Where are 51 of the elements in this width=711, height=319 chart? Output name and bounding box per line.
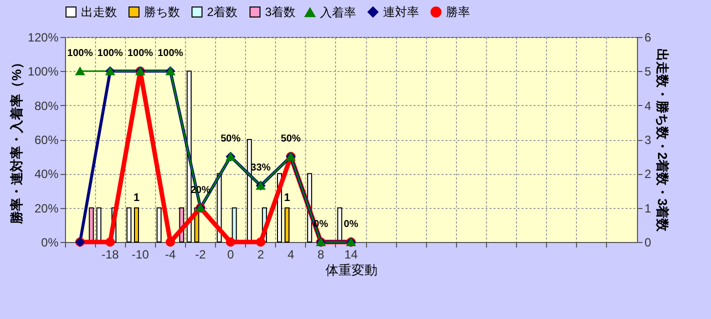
legend-label: 勝ち数 [144,5,180,19]
legend-label: 入着率 [320,5,356,20]
legend-label: 3着数 [265,5,296,19]
x-axis-title: 体重変動 [326,262,378,278]
bar [126,207,132,242]
x-tick-label: 14 [344,248,358,262]
y2-axis-title: 出走数・勝ち数・2着数・3着数 [655,48,670,233]
x-tick-label: -2 [195,248,206,262]
y-tick-label: 100% [28,64,59,79]
point [75,67,85,76]
data-label: 50% [220,134,241,145]
x-tick-label: -10 [132,248,150,262]
y-tick-label: 120% [28,30,59,44]
y2-tick-label: 5 [644,64,652,79]
x-tick-label: 2 [257,248,264,262]
x-tick-label: -4 [165,248,176,262]
data-label: 100% [97,48,124,60]
legend-label: 勝率 [446,5,470,19]
y2-tick-label: 4 [644,98,652,113]
data-label: 100% [158,48,184,60]
bar [284,207,290,242]
data-label: 100% [67,48,93,60]
y-tick-label: 60% [34,133,59,147]
y2-tick-label: 2 [644,167,652,182]
y2-tick-label: 6 [644,30,652,44]
data-label: 50% [280,134,301,145]
legend-label: 2着数 [207,5,238,19]
point [105,237,115,247]
legend-label: 連対率 [383,5,419,19]
legend-label: 出走数 [81,5,117,19]
y-tick-label: 20% [34,201,59,216]
y2-tick-label: 0 [644,236,652,250]
y-tick-label: 40% [34,167,59,182]
data-label: 1 [133,192,140,204]
y2-tick-label: 1 [644,201,652,216]
point [226,237,236,247]
bar [134,207,139,242]
y-tick-label: 80% [34,98,59,113]
data-label: 100% [127,48,154,60]
y2-tick-label: 3 [644,133,652,147]
data-label: 1 [284,192,290,204]
x-tick-label: -18 [101,248,120,262]
point [256,237,266,247]
x-tick-label: 0 [227,248,234,262]
point [166,237,176,247]
x-tick-label: 4 [287,248,294,262]
x-tick-label: 8 [318,248,325,262]
bar [156,207,162,242]
data-label: 0% [344,219,358,230]
y-axis-title: 勝率・連対率・入着率（%） [8,56,24,225]
y-tick-label: 0% [41,236,59,250]
